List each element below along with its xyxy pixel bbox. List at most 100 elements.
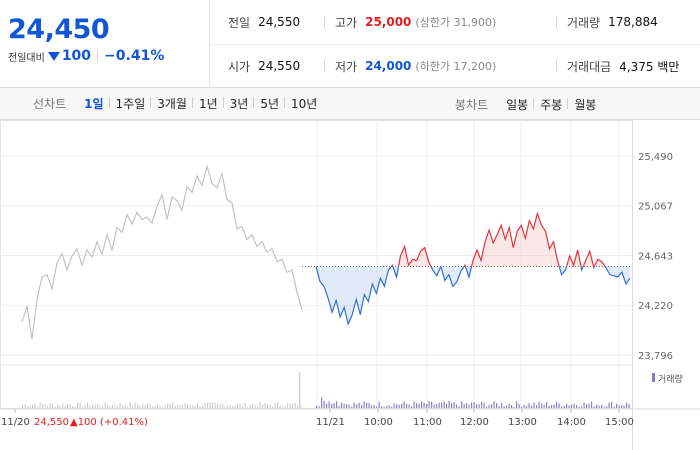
volume-bar <box>102 406 104 408</box>
volume-bar <box>239 403 241 408</box>
price-chart[interactable]: 25,490 25,067 24,643 24,220 23,796 거래량 11/20 11… <box>0 120 700 450</box>
today-line-up <box>582 249 595 267</box>
volume-bar <box>162 406 164 408</box>
volume-bar <box>391 406 393 408</box>
line-period-tab-0[interactable]: 1일 <box>84 97 104 111</box>
line-period-tab-1[interactable]: 1주일 <box>108 95 152 112</box>
volume-bar <box>621 404 623 408</box>
line-chart-label: 선차트 <box>33 97 67 111</box>
volume-bar <box>289 403 291 408</box>
volume-bar <box>398 404 400 408</box>
volume-bar <box>341 402 343 408</box>
volume-bar <box>356 404 358 408</box>
volume-bar <box>59 405 61 408</box>
volume-bar <box>416 403 418 408</box>
volume-bar <box>321 397 323 408</box>
volume-bar <box>581 406 583 408</box>
volume-bar <box>107 404 109 408</box>
today-area-up <box>583 251 594 267</box>
volume-bar <box>438 402 440 408</box>
volume-bar <box>351 406 353 408</box>
volume-bar <box>618 405 620 408</box>
down-arrow-icon <box>47 51 60 61</box>
volume-bar <box>348 404 350 408</box>
volume-bar <box>606 406 608 408</box>
volume-bar <box>39 402 41 408</box>
volume-bar <box>182 404 184 408</box>
volume-bar <box>571 404 573 408</box>
today-line-down <box>315 266 392 326</box>
volume-bar <box>172 402 174 408</box>
volume-bar <box>433 404 435 408</box>
today-line-up <box>470 211 560 267</box>
volume-bar <box>521 406 523 408</box>
volume-bar <box>316 405 318 408</box>
volume-bar <box>167 403 169 408</box>
today-line-up <box>397 244 432 267</box>
price-summary: 24,450 전일대비 100 −0.41% 전일 24,550 고가 25,0… <box>0 0 700 88</box>
volume-bar <box>237 403 239 408</box>
volume-bar <box>79 402 81 408</box>
candle-period-tab-2[interactable]: 월봉 <box>567 96 602 113</box>
amount-value: 4,375 백만 <box>619 59 680 74</box>
candle-period-tab-0[interactable]: 일봉 <box>506 97 529 112</box>
volume-bar <box>598 405 600 408</box>
volume-bar <box>473 402 475 408</box>
x-tick-label: 11:00 <box>413 417 442 428</box>
volume-bar <box>154 405 156 408</box>
volume-bar <box>363 401 365 408</box>
volume-bar <box>52 403 54 408</box>
volume-bar <box>456 404 458 408</box>
line-period-tab-2[interactable]: 3개월 <box>150 95 193 112</box>
open-value: 24,550 <box>258 59 301 73</box>
volume-bar <box>423 402 425 408</box>
volume-bar <box>149 403 151 408</box>
volume-bar <box>157 404 159 408</box>
volume-bar <box>224 406 226 408</box>
volume-bar <box>194 405 196 408</box>
volume-bar <box>426 404 428 408</box>
volume-bar <box>603 406 605 408</box>
volume-bar <box>262 404 264 408</box>
volume-bar <box>34 404 36 408</box>
volume-bar <box>142 403 144 408</box>
candle-period-tab-1[interactable]: 주봉 <box>533 96 568 113</box>
today-area-down <box>440 266 465 287</box>
volume-bar <box>254 404 256 408</box>
line-period-tab-4[interactable]: 3년 <box>222 95 255 112</box>
volume-bar <box>54 406 56 408</box>
volume-bar <box>64 406 66 408</box>
line-period-tab-6[interactable]: 10년 <box>284 95 323 112</box>
volume-bar <box>297 405 299 408</box>
volume-bar <box>483 402 485 408</box>
today-line-up <box>391 264 394 267</box>
volume-bar <box>476 403 478 408</box>
volume-bar <box>446 403 448 408</box>
volume-bar <box>496 403 498 408</box>
today-line-down <box>464 266 473 280</box>
diff-rate: −0.41% <box>104 48 165 64</box>
high-value: 25,000 <box>365 15 412 29</box>
high-price: 고가 25,000 (상한가 31,900) <box>324 0 540 44</box>
volume-bar <box>259 402 261 408</box>
volume-bar <box>152 406 154 408</box>
today-line-up <box>566 249 582 268</box>
volume-bar <box>451 403 453 408</box>
volume-bar <box>244 402 246 408</box>
volume-bar <box>558 403 560 408</box>
volume-bar <box>486 406 488 408</box>
volume-bar <box>611 401 613 408</box>
volume-bar <box>506 405 508 408</box>
volume-bar <box>209 402 211 408</box>
volume-bar <box>591 401 593 408</box>
line-period-tab-3[interactable]: 1년 <box>191 95 224 112</box>
x-tick-label: 15:00 <box>605 417 634 428</box>
line-period-tab-5[interactable]: 5년 <box>253 95 285 112</box>
volume-bar <box>279 405 281 408</box>
low-value: 24,000 <box>365 59 412 73</box>
volume-bar <box>526 405 528 408</box>
diff-label: 전일대비 <box>8 52 45 64</box>
volume-bar <box>112 404 114 408</box>
volume-bar <box>134 402 136 408</box>
